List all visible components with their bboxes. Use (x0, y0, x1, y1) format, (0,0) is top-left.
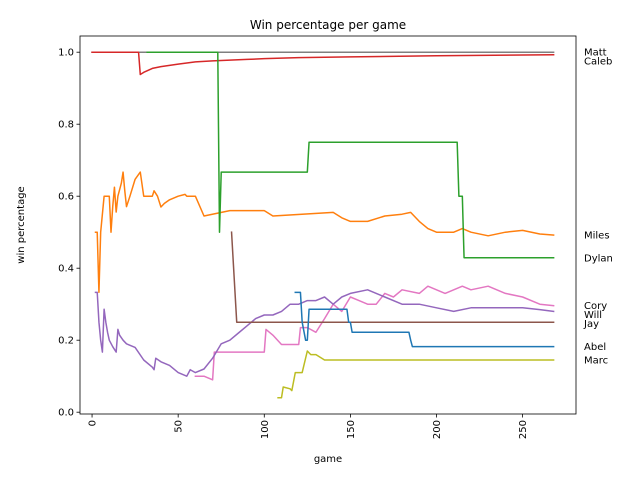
x-tick-label: 0 (88, 420, 99, 426)
y-tick-label: 0.2 (58, 336, 74, 347)
x-tick-label: 100 (260, 420, 271, 439)
series-line-jay (230, 231, 555, 323)
series-end-label-caleb: Caleb (584, 57, 612, 68)
x-tick-label: 50 (174, 420, 185, 433)
series-line-cory (194, 285, 555, 381)
series-line-marc (277, 350, 555, 399)
chart-title: Win percentage per game (250, 18, 406, 32)
series-line-caleb (91, 51, 555, 76)
x-axis-label: game (314, 454, 342, 465)
plot-area-frame (79, 35, 577, 415)
series-line-abel (294, 291, 555, 348)
x-tick-label: 250 (518, 420, 529, 439)
series-line-will (94, 289, 555, 377)
series-line-miles (94, 171, 555, 294)
x-tick-label: 150 (346, 420, 357, 439)
y-tick-label: 0.0 (58, 408, 74, 419)
series-end-label-miles: Miles (584, 231, 610, 242)
y-tick-label: 0.4 (58, 264, 74, 275)
x-axis-ticks: 0 50 100 150 200 250 (88, 414, 529, 439)
x-tick-label: 200 (432, 420, 443, 439)
y-tick-label: 0.8 (58, 120, 74, 131)
y-tick-label: 1.0 (58, 48, 74, 59)
series-end-label-matt: Matt (584, 48, 607, 59)
series-line-dylan (146, 51, 555, 259)
y-axis-ticks: 0.0 0.2 0.4 0.6 0.8 1.0 (58, 48, 80, 419)
y-tick-label: 0.6 (58, 192, 74, 203)
series-end-label-jay: Jay (583, 319, 599, 330)
series-end-label-will: Will (584, 310, 602, 321)
series-end-label-marc: Marc (584, 356, 608, 367)
y-axis-label: win percentage (16, 186, 27, 263)
series-layer (91, 51, 555, 399)
series-end-label-abel: Abel (584, 342, 606, 353)
series-end-label-cory: Cory (584, 301, 607, 312)
series-end-label-dylan: Dylan (584, 253, 613, 264)
